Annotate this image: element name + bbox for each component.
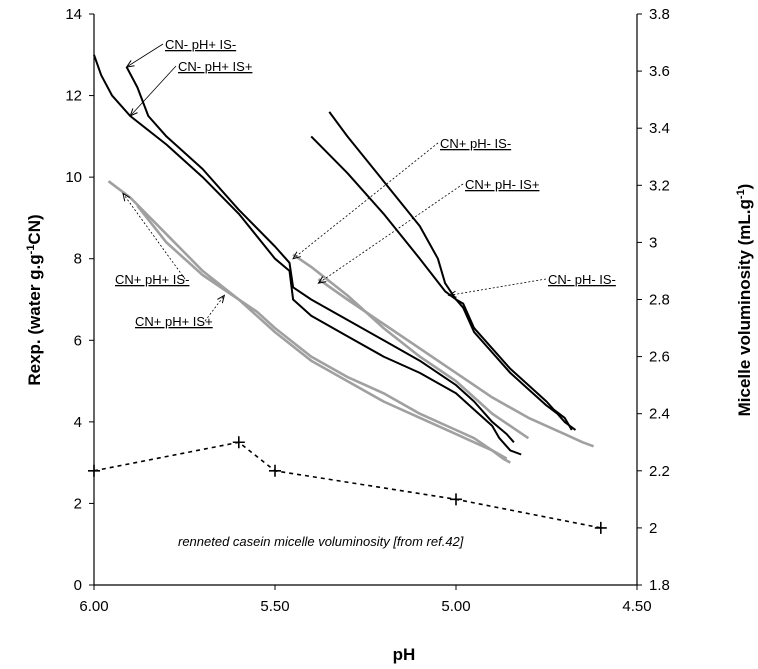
x-tick-label: 4.50 — [622, 598, 651, 615]
annotation-arrow — [448, 278, 547, 296]
y-tick-label: 2 — [74, 495, 82, 512]
y2-axis-title: Micelle voluminosity (mL.g-1) — [735, 184, 754, 417]
y-tick-label: 4 — [74, 414, 82, 431]
series-point-marker — [269, 464, 281, 477]
annotation-arrow — [318, 183, 464, 284]
tick-labels: 6.00 5.50 5.00 4.50 0 2 4 6 8 10 12 14 1.8 2 2.2 2.4 2.6… — [65, 6, 670, 615]
y-tick-label: 10 — [65, 169, 82, 186]
y2-tick-label: 1.8 — [649, 577, 670, 594]
annotation-label: CN- pH+ IS- — [165, 37, 236, 52]
x-axis-title: pH — [393, 645, 416, 664]
annotation-arrowhead — [217, 294, 226, 304]
y2-tick-label: 2.8 — [649, 292, 670, 309]
series-line-8 — [93, 441, 601, 529]
annotation-arrowhead — [317, 276, 327, 284]
series-point-marker — [232, 436, 245, 449]
series-line-7 — [136, 204, 508, 460]
y-tick-label: 0 — [74, 577, 82, 594]
annotation-label: CN+ pH+ IS+ — [135, 314, 213, 329]
series-line-4 — [292, 253, 530, 440]
y-axis-title: Rexp. (water g.g-1CN) — [25, 214, 44, 385]
series-point-marker — [450, 493, 462, 506]
annotation-label: CN+ pH+ IS- — [115, 272, 189, 287]
y2-tick-label: 3.8 — [649, 6, 670, 23]
y-tick-label: 14 — [65, 6, 82, 23]
y-tick-label: 6 — [74, 332, 82, 349]
annotation-arrowhead — [122, 192, 131, 202]
series-line-2 — [328, 111, 573, 431]
y2-tick-label: 2.4 — [649, 406, 670, 423]
series-line-3 — [310, 135, 577, 431]
annotations: CN- pH+ IS- CN- pH+ IS+ CN+ pH- IS- CN+ pH-… — [115, 37, 616, 329]
annotation-label: CN- pH- IS- — [548, 272, 616, 287]
y-tick-label: 12 — [65, 88, 82, 105]
y2-tick-label: 2.2 — [649, 463, 670, 480]
annotation-arrowhead — [447, 290, 457, 298]
annotation-arrow — [122, 193, 186, 280]
series-line-5 — [317, 278, 595, 448]
annotation-arrow — [204, 295, 225, 322]
annotation-arrowhead — [129, 108, 138, 117]
y2-tick-label: 3.6 — [649, 63, 670, 80]
x-tick-label: 6.00 — [79, 598, 108, 615]
y2-tick-label: 3 — [649, 234, 657, 251]
series-point-marker — [594, 521, 607, 534]
y2-tick-label: 2.6 — [649, 349, 670, 366]
plot-area — [88, 54, 607, 534]
y2-tick-label: 3.4 — [649, 120, 670, 137]
x-tick-label: 5.50 — [260, 598, 289, 615]
series-line-6 — [107, 180, 511, 464]
annotation-arrow — [126, 43, 164, 68]
annotation-label: CN- pH+ IS+ — [178, 59, 252, 74]
annotation-label: CN+ pH- IS- — [440, 136, 511, 151]
y2-tick-label: 3.2 — [649, 177, 670, 194]
annotation-arrow — [292, 142, 439, 260]
y2-tick-label: 2 — [649, 520, 657, 537]
axes — [93, 14, 638, 586]
y-tick-label: 8 — [74, 251, 82, 268]
reference-note: renneted casein micelle voluminosity [fr… — [178, 534, 464, 549]
annotation-arrowhead — [125, 60, 135, 68]
annotation-label: CN+ pH- IS+ — [465, 177, 539, 192]
x-tick-label: 5.00 — [441, 598, 470, 615]
annotation-arrow — [129, 65, 177, 117]
annotation-arrowhead — [292, 251, 301, 260]
series-line-1 — [125, 66, 515, 443]
series-line-0 — [93, 54, 522, 456]
